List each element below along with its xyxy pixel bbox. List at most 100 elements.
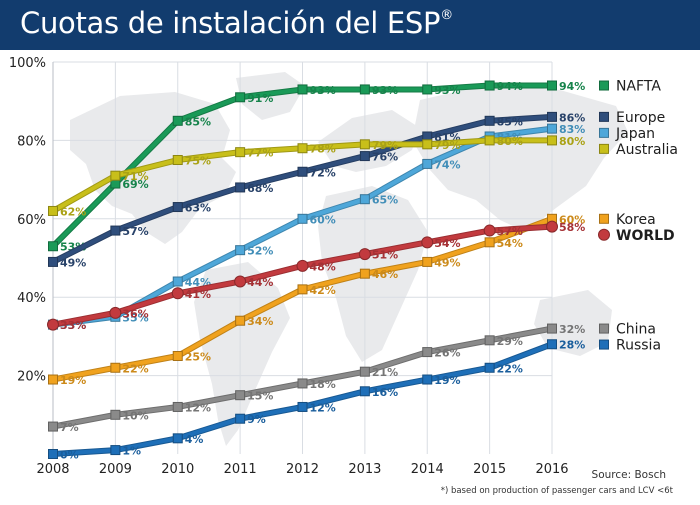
- point-australia-2014: [422, 139, 433, 150]
- data-label-europe-2009: 57%: [122, 225, 148, 238]
- point-korea-2008: [48, 374, 58, 385]
- x-tick-label-2011: 2011: [224, 462, 257, 477]
- point-china-2010: [172, 401, 183, 412]
- point-japan-2010: [172, 276, 183, 287]
- data-label-world-2014: 54%: [434, 237, 460, 250]
- legend-item-china: China: [599, 322, 656, 338]
- legend-item-europe: Europe: [599, 110, 665, 126]
- point-world-2016: [546, 220, 558, 233]
- chart-title-text: Cuotas de instalación del ESP: [20, 6, 441, 40]
- data-label-europe-2015: 85%: [497, 115, 523, 128]
- point-japan-2011: [235, 245, 246, 256]
- point-nafta-2011: [235, 92, 246, 103]
- series-europe: 49%57%63%68%72%76%81%85% 86%: [48, 111, 585, 269]
- legend-item-japan: Japan: [599, 126, 655, 142]
- data-label-world-2010: 41%: [185, 288, 211, 301]
- data-label-korea-2014: 49%: [434, 256, 460, 269]
- point-world-2011: [234, 275, 247, 288]
- data-label-russia-2008: 0%: [60, 449, 79, 462]
- point-nafta-2013: [359, 84, 370, 95]
- chart-title: Cuotas de instalación del ESP®: [20, 6, 453, 40]
- y-tick-label-100: 100%: [9, 56, 46, 71]
- point-europe-2009: [110, 225, 121, 236]
- point-australia-2016: [547, 135, 557, 146]
- data-label-china-2016: 32%: [559, 323, 585, 336]
- point-korea-2010: [172, 351, 183, 361]
- data-label-australia-2014: 79%: [434, 139, 460, 152]
- point-china-2015: [484, 335, 495, 346]
- point-europe-2008: [48, 256, 58, 267]
- point-europe-2015: [484, 115, 495, 126]
- point-nafta-2012: [297, 84, 308, 95]
- footnote: *) based on production of passenger cars…: [440, 486, 673, 496]
- point-world-2014: [421, 236, 434, 249]
- point-australia-2011: [235, 147, 246, 158]
- data-label-russia-2016: 28%: [559, 339, 585, 352]
- point-korea-2009: [110, 362, 121, 373]
- data-label-japan-2014: 74%: [434, 158, 460, 171]
- series-nafta: 53%69%85%91%93% 93% 93% 94% 94%: [48, 80, 585, 254]
- legend-marker-nafta: [599, 80, 609, 91]
- point-europe-2016: [547, 111, 557, 122]
- data-label-japan-2012: 60%: [310, 213, 336, 226]
- y-tick-label-20: 20%: [17, 370, 46, 385]
- legend-label-nafta: NAFTA: [616, 79, 661, 95]
- point-japan-2013: [359, 194, 370, 205]
- data-label-china-2012: 18%: [310, 378, 336, 391]
- legend-marker-korea: [599, 213, 609, 224]
- point-nafta-2014: [422, 84, 433, 95]
- point-russia-2009: [110, 445, 121, 456]
- data-label-nafta-2012: 93%: [310, 84, 336, 97]
- point-japan-2012: [297, 213, 308, 224]
- data-label-australia-2008: 62%: [60, 205, 86, 218]
- data-label-europe-2011: 68%: [247, 182, 273, 195]
- point-russia-2015: [484, 362, 495, 373]
- source-label: Source: Bosch: [591, 469, 666, 481]
- data-label-korea-2009: 22%: [122, 362, 148, 375]
- legend-marker-australia: [599, 143, 609, 154]
- legend-label-world: WORLD: [616, 228, 675, 244]
- point-korea-2013: [359, 268, 370, 279]
- legend-label-china: China: [616, 322, 656, 338]
- point-europe-2011: [235, 182, 246, 193]
- series-russia: 0% 1% 4% 9% 12% 16% 19% 22% 28%: [48, 339, 585, 462]
- point-australia-2009: [110, 170, 121, 181]
- data-label-world-2012: 48%: [310, 260, 336, 273]
- point-japan-2014: [422, 158, 433, 169]
- point-korea-2014: [422, 256, 433, 267]
- point-europe-2013: [359, 151, 370, 162]
- data-label-australia-2016: 80%: [559, 135, 585, 148]
- data-label-world-2008: 33%: [60, 319, 86, 332]
- data-label-japan-2016: 83%: [559, 123, 585, 136]
- data-label-australia-2011: 77%: [247, 147, 273, 160]
- point-australia-2008: [48, 205, 58, 216]
- point-china-2014: [422, 347, 433, 358]
- data-label-nafta-2016: 94%: [559, 80, 585, 93]
- data-label-nafta-2010: 85%: [185, 115, 211, 128]
- legend-label-korea: Korea: [616, 212, 656, 228]
- data-label-europe-2010: 63%: [185, 202, 211, 215]
- data-label-korea-2015: 54%: [497, 237, 523, 250]
- point-russia-2014: [422, 374, 433, 385]
- data-label-world-2013: 51%: [372, 249, 398, 262]
- legend-marker-world: [598, 228, 610, 241]
- title-bar: Cuotas de instalación del ESP®: [0, 0, 700, 50]
- legend-label-japan: Japan: [615, 126, 655, 142]
- point-world-2009: [109, 306, 122, 319]
- point-russia-2010: [172, 433, 183, 444]
- data-label-china-2009: 10%: [122, 409, 148, 422]
- legend-label-russia: Russia: [616, 338, 661, 354]
- data-label-russia-2015: 22%: [497, 362, 523, 375]
- point-europe-2010: [172, 202, 183, 213]
- point-china-2009: [110, 409, 121, 420]
- data-label-australia-2009: 71%: [122, 170, 148, 183]
- data-label-japan-2013: 65%: [372, 194, 398, 207]
- data-label-korea-2016: 60%: [559, 213, 585, 226]
- data-label-world-2016: 58%: [559, 221, 585, 234]
- data-label-russia-2010: 4%: [185, 433, 204, 446]
- legend-item-korea: Korea: [599, 212, 656, 228]
- data-label-europe-2012: 72%: [310, 166, 336, 179]
- point-china-2016: [547, 323, 557, 334]
- point-australia-2015: [484, 135, 495, 146]
- data-label-russia-2009: 1%: [122, 445, 141, 458]
